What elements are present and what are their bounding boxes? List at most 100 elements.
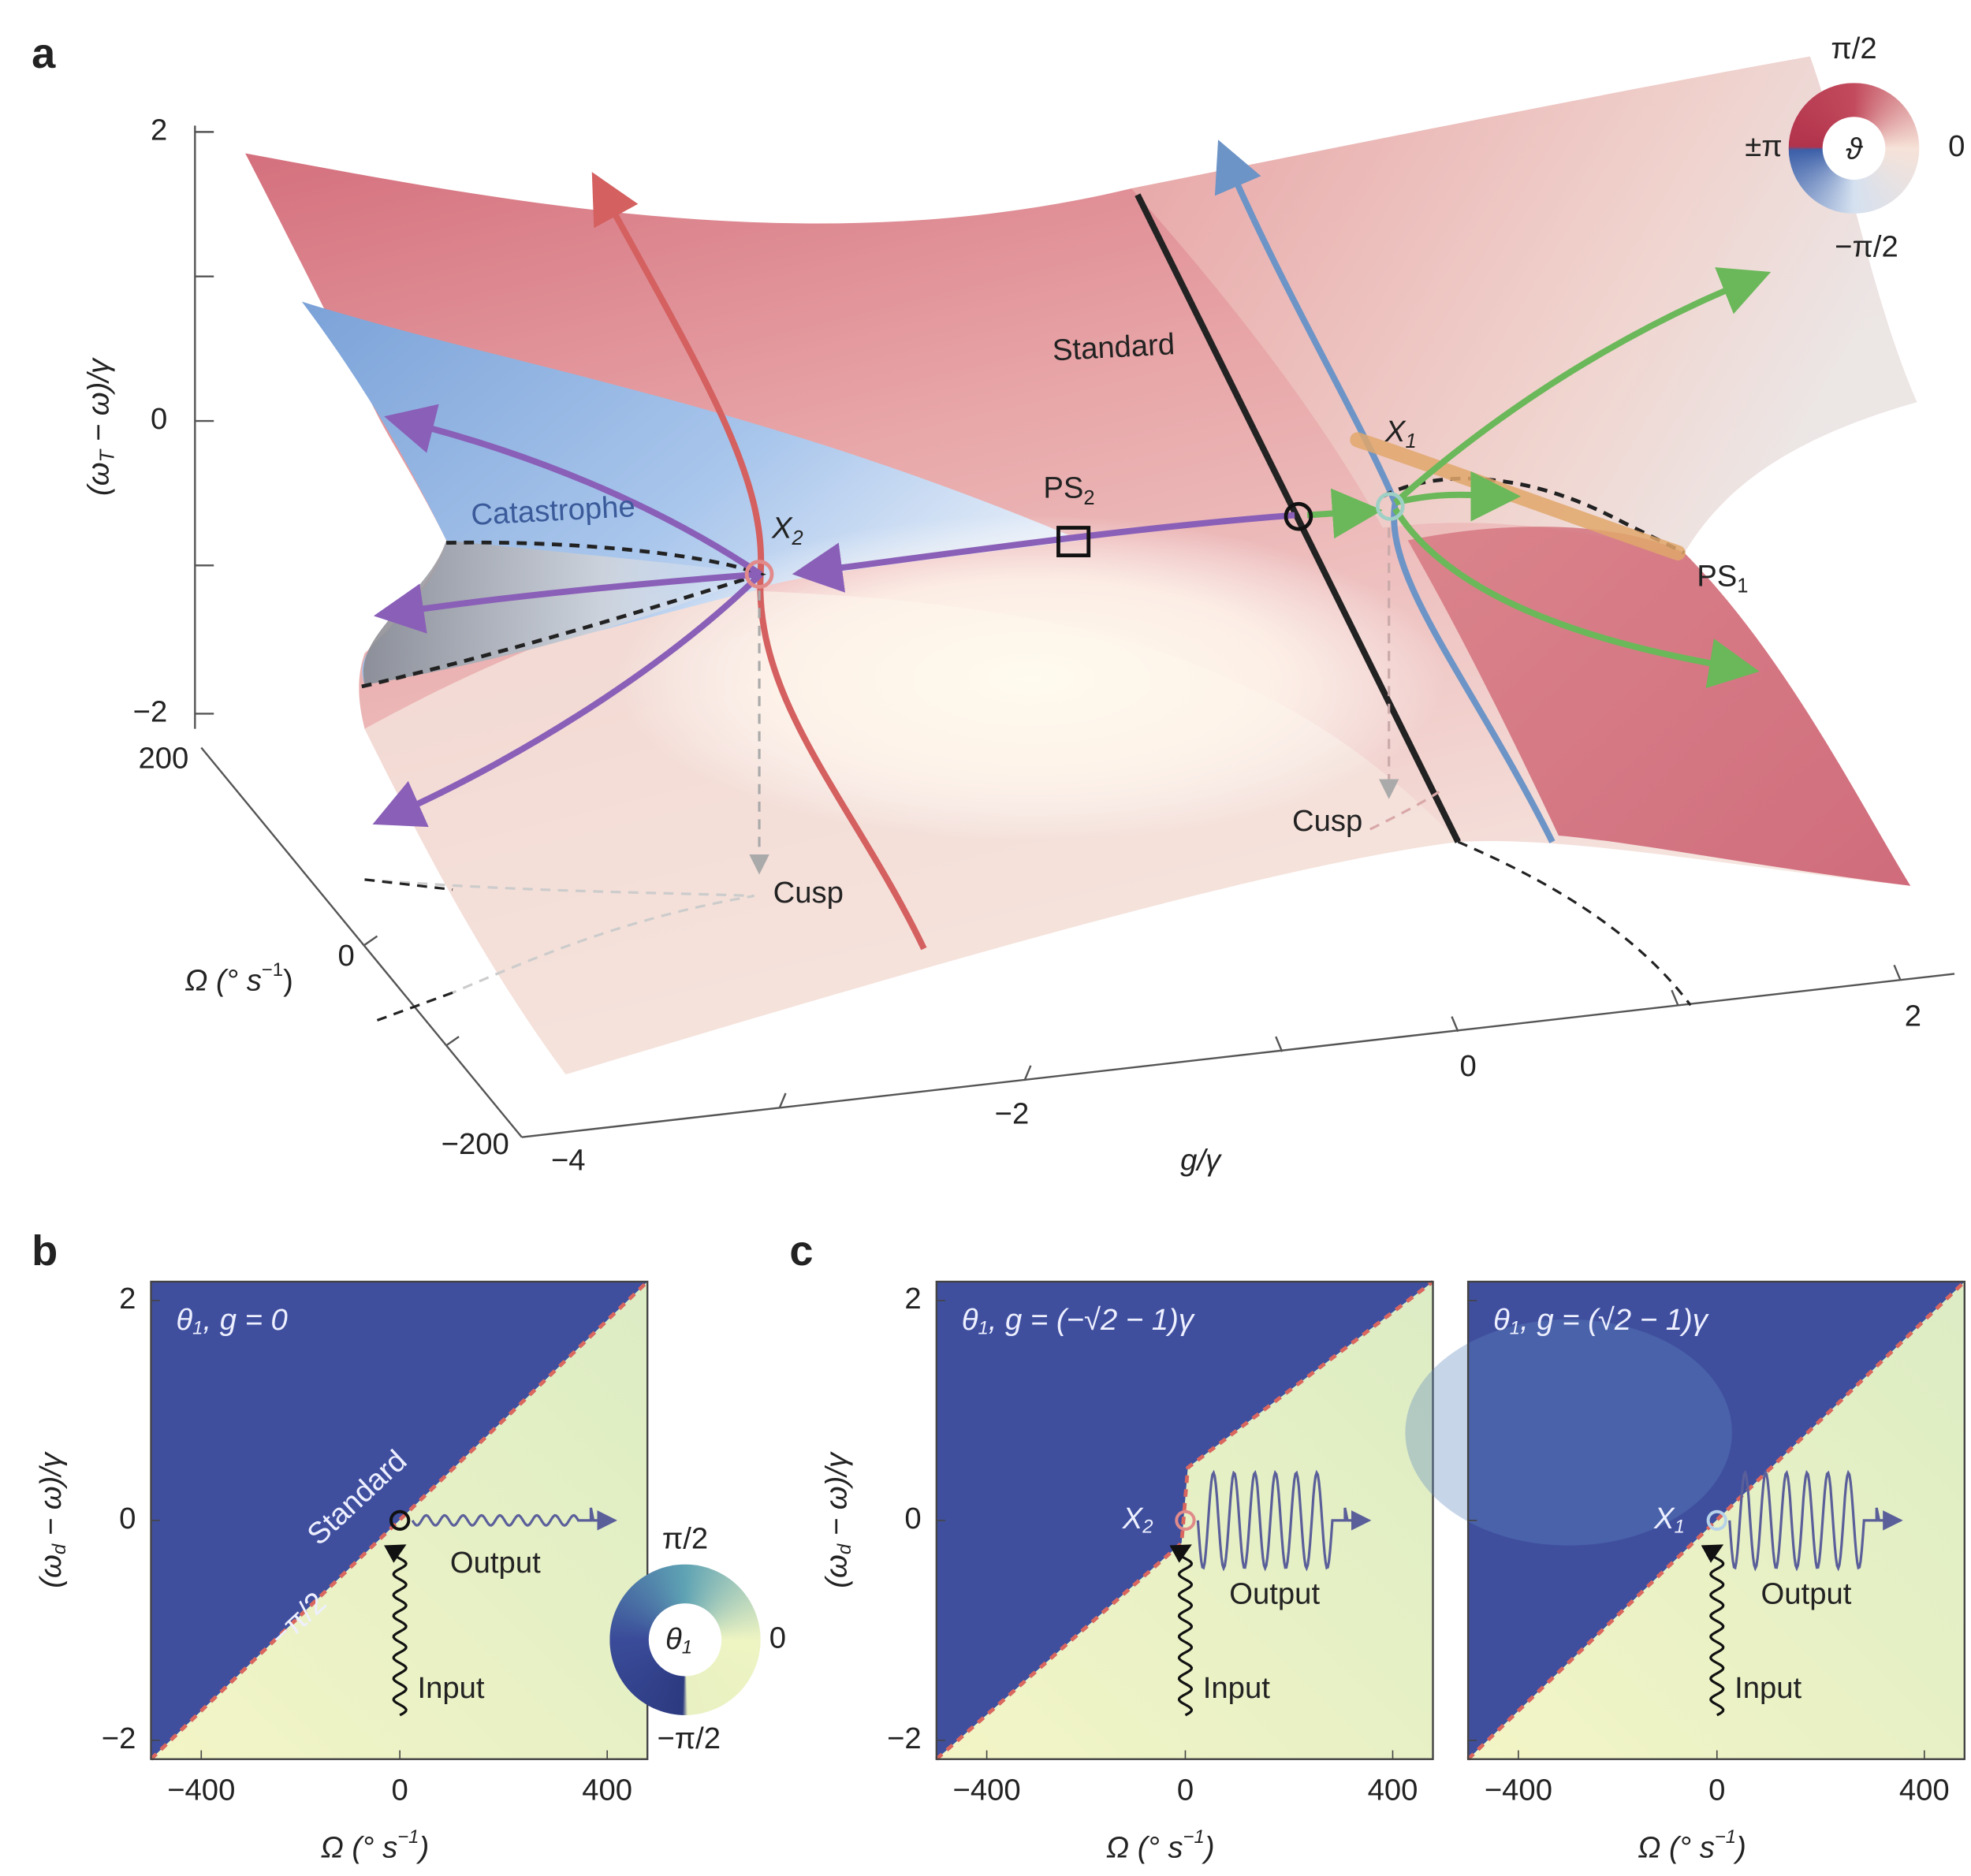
output-label: Output: [1229, 1577, 1320, 1611]
g-tick-label: 2: [1905, 999, 1921, 1033]
colorwheel-label: 0: [769, 1621, 786, 1655]
boundary: [1466, 1280, 1966, 1761]
decoration: [373, 571, 761, 634]
y-tick-label: 0: [151, 402, 167, 436]
x-tick-label: 0: [1708, 1773, 1725, 1807]
decoration: [1306, 488, 1383, 539]
label-part: (ω: [34, 1554, 68, 1588]
x-tick-label: 0: [392, 1773, 408, 1807]
g-tick-label: −2: [995, 1097, 1030, 1131]
decoration: [521, 973, 1955, 1138]
output-wave: [1196, 1469, 1372, 1572]
decoration: [1369, 790, 1440, 831]
x-tick-label: −400: [1485, 1773, 1552, 1807]
decoration: [1457, 840, 1692, 1007]
decoration: [648, 1603, 722, 1677]
output-label: Output: [1761, 1577, 1852, 1611]
decoration: [609, 1564, 761, 1715]
point-marker: [1284, 501, 1313, 531]
heatmap-plot: 2 0 −2 −400 0 400 Ω (° s−1) (ωd − ω)/γ θ1, g = 0…: [34, 1280, 649, 1865]
g-axis-label: g/γ: [1180, 1144, 1222, 1178]
label-part: Ω (° s: [1106, 1831, 1183, 1865]
label-part: , g = 0: [203, 1303, 287, 1337]
label: θ1, g = (√2 − 1)γ: [1493, 1303, 1709, 1339]
decoration: [1788, 83, 1920, 214]
y-axis: 2 0 −2 (ωT − ω)/γ: [82, 113, 167, 728]
g-tick-label: 0: [1459, 1049, 1476, 1083]
y-axis-label: (ωT − ω)/γ: [82, 357, 118, 496]
decoration: [1893, 964, 1902, 981]
output-wave: [411, 1507, 617, 1531]
label-part: PS: [1043, 471, 1083, 505]
output-label: Output: [450, 1546, 541, 1580]
cusp-label: Cusp: [1292, 804, 1362, 838]
heatmap-plot: −400 0 400 Ω (° s−1) θ1, g = (√2 − 1)γ Output…: [1405, 1280, 1966, 1865]
standard-label: Standard: [1052, 327, 1176, 367]
decoration: [1392, 507, 1760, 689]
output-wave: [1728, 1469, 1903, 1572]
label: θ1, g = 0: [176, 1303, 287, 1339]
label-part: , g = (−√2 − 1)γ: [989, 1303, 1195, 1337]
decoration: [1822, 117, 1886, 180]
g-tick-label: −4: [551, 1144, 586, 1178]
y-tick-label: −2: [133, 695, 168, 729]
label-part: ): [283, 964, 293, 998]
label-sub: 1: [682, 1637, 692, 1658]
y-tick-label: 2: [904, 1282, 921, 1316]
axes-3d: [194, 125, 1955, 1138]
input-wave: [1169, 1544, 1194, 1717]
decoration: [364, 878, 453, 1022]
label-part: θ: [176, 1303, 192, 1337]
x1-label: X1: [1384, 415, 1417, 452]
label-part: X: [771, 512, 793, 545]
label-sub: d: [49, 1543, 70, 1554]
x-tick-label: 0: [1177, 1773, 1194, 1807]
y-tick-label: 2: [119, 1282, 136, 1316]
panel-label: a: [32, 30, 56, 77]
x-tick-label: 400: [1368, 1773, 1418, 1807]
panel-a: a 2 0 −2 (ωT − ω)/γ 200 0 −200 Ω (° s−1)…: [32, 30, 1965, 1178]
input-wave: [1701, 1544, 1725, 1717]
colorwheel-label: ±π: [1745, 129, 1782, 163]
x-tick-label: −400: [953, 1773, 1021, 1807]
colorwheel-label: π/2: [1831, 32, 1876, 65]
decoration: [1451, 1016, 1459, 1033]
x-tick-label: 400: [1899, 1773, 1950, 1807]
input-wave: [384, 1544, 408, 1717]
omega-tick-label: −200: [442, 1127, 509, 1161]
label-part: θ: [1493, 1303, 1510, 1337]
decoration: [1394, 471, 1522, 522]
label: X1: [1653, 1502, 1685, 1538]
decoration: [1275, 1036, 1284, 1052]
label-part: Ω (° s: [1638, 1831, 1715, 1865]
label: Ω (° s−1): [321, 1826, 430, 1864]
label-sub: 1: [978, 1318, 988, 1339]
label-sup: −1: [1715, 1826, 1736, 1848]
label-part: (ω: [820, 1554, 854, 1588]
label: θ1, g = (−√2 − 1)γ: [962, 1303, 1195, 1339]
omega-tick-label: 200: [139, 742, 189, 776]
boundary: [149, 1280, 649, 1761]
omega-axis-label: Ω (° s−1): [184, 960, 293, 998]
label-sub: 1: [1737, 575, 1748, 597]
decoration: [778, 1092, 787, 1109]
label-part: ): [1202, 1831, 1215, 1865]
heatmap-plot: 2 0 −2 −400 0 400 Ω (° s−1) (ωd − ω)/γ θ1, g = (…: [820, 1280, 1434, 1865]
omega-axis: 200 0 −200 Ω (° s−1): [139, 742, 509, 1161]
x-tick-label: 400: [582, 1773, 632, 1807]
y-tick-label: 2: [151, 113, 167, 147]
ps2-marker: [1056, 526, 1091, 557]
label-sub: 1: [192, 1318, 203, 1339]
decoration: [445, 1036, 460, 1047]
label-part: ): [1733, 1831, 1746, 1865]
label-sub: 1: [1510, 1318, 1520, 1339]
x1-marker: [1375, 492, 1405, 521]
label-sub: 2: [1083, 487, 1094, 509]
cusp-label: Cusp: [773, 876, 844, 910]
g-axis: −4 −2 0 2 g/γ: [551, 999, 1921, 1177]
colorwheel-label: 0: [1948, 129, 1965, 163]
surface-right: [1131, 56, 1917, 553]
decoration: [1135, 193, 1461, 843]
label-sub: d: [834, 1543, 855, 1554]
